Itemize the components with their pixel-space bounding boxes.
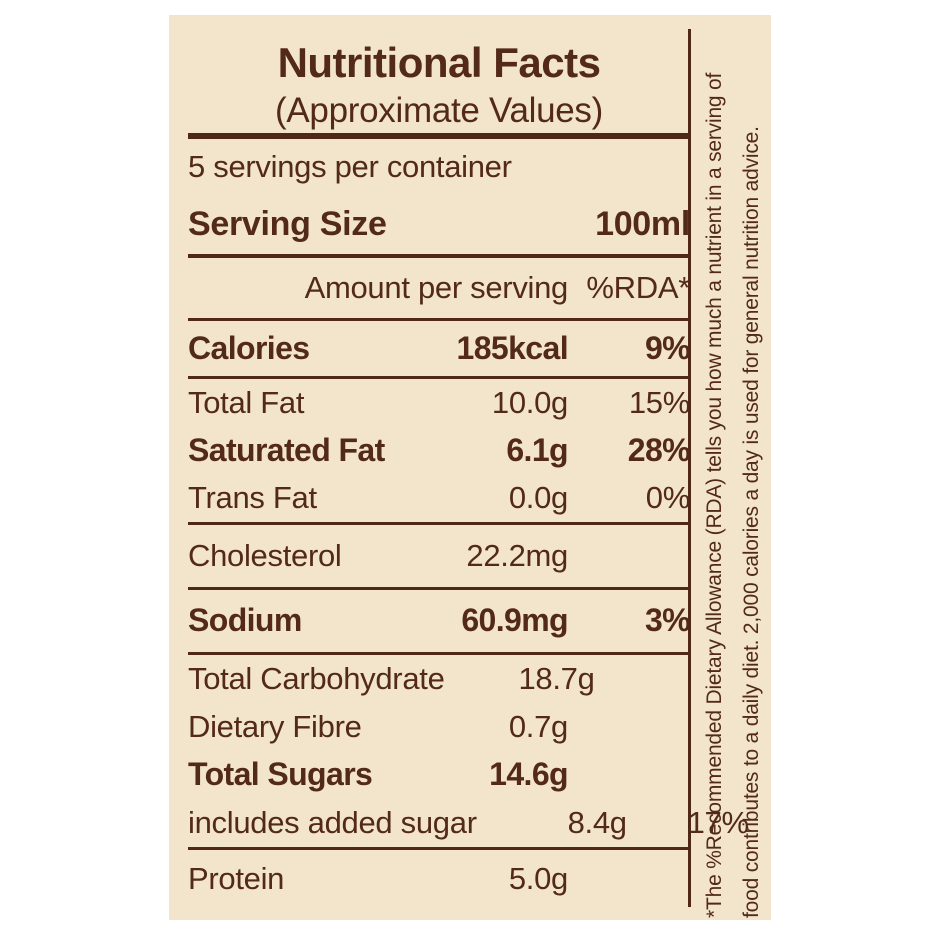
divider-thick [188,133,690,139]
nutrient-rda: 0% [645,479,691,515]
nutrient-amount: 60.9mg [461,602,568,638]
nutrition-facts-panel: Nutritional Facts (Approximate Values) 5… [169,15,771,920]
nutrient-amount: 0.7g [508,708,568,744]
nutrient-row-trans-fat: Trans Fat 0.0g 0% [188,474,690,522]
divider [188,846,690,850]
nutrient-name: Calories [188,330,310,366]
nutrient-amount: 18.7g [518,660,595,696]
nutrient-rda: 9% [644,330,691,366]
panel-title: Nutritional Facts [277,39,601,86]
nutrient-rda: 15% [628,384,690,420]
nutrient-row-total-sugars: Total Sugars 14.6g [188,751,690,799]
nutrient-rda: 17% [687,804,749,840]
nutrient-row-protein: Protein 5.0g [188,850,690,908]
footnote-divider-vertical [688,29,691,907]
nutrition-table: Nutritional Facts (Approximate Values) 5… [188,15,749,908]
serving-size-value: 100ml [595,204,690,243]
nutrient-row-calories: Calories 185kcal 9% [188,321,691,376]
servings-per-container-text: 5 servings per container [188,148,512,184]
rda-footnote: *The %Recommended Dietary Allowance (RDA… [696,38,770,918]
nutrient-amount: 6.1g [506,431,568,468]
nutrient-name: Total Carbohydrate [188,660,445,696]
serving-size-label: Serving Size [188,204,387,243]
nutrient-amount: 5.0g [508,860,568,896]
rda-footnote-line2: food contributes to a daily diet. 2,000 … [740,126,763,918]
divider [188,651,690,655]
nutrient-name: Cholesterol [188,537,342,573]
divider [188,586,690,590]
nutrient-name: Saturated Fat [188,431,385,468]
nutrient-amount: 185kcal [456,330,569,366]
nutrient-amount: 0.0g [508,479,568,515]
nutrient-amount: 10.0g [491,384,568,420]
nutrient-name: Dietary Fibre [188,708,362,744]
servings-per-container-row: 5 servings per container [188,139,690,194]
divider [188,376,690,379]
nutrient-name: Total Sugars [188,756,373,792]
nutrient-amount: 8.4g [567,804,627,840]
nutrient-amount: 22.2mg [466,537,568,573]
nutrient-rda: 28% [627,431,691,468]
nutrient-name: Sodium [188,602,302,638]
nutrient-row-cholesterol: Cholesterol 22.2mg [188,525,690,587]
nutrient-name: Total Fat [188,384,305,420]
nutrient-name: Protein [188,860,285,896]
divider-medium [188,254,690,258]
nutrient-row-sodium: Sodium 60.9mg 3% [188,590,691,652]
rda-header: %RDA* [586,270,690,305]
nutrient-row-total-fat: Total Fat 10.0g 15% [188,379,690,427]
nutrient-row-total-carbohydrate: Total Carbohydrate 18.7g [188,655,690,703]
divider [188,521,690,525]
nutrient-row-dietary-fibre: Dietary Fibre 0.7g [188,703,690,751]
divider [188,318,690,321]
panel-subtitle: (Approximate Values) [275,91,603,130]
rda-footnote-line1: *The %Recommended Dietary Allowance (RDA… [703,72,726,918]
serving-size-row: Serving Size 100ml [188,194,690,254]
amount-per-serving-header: Amount per serving [304,270,569,305]
nutrient-name: Trans Fat [188,479,317,515]
nutrient-row-added-sugar: includes added sugar 8.4g 17% [188,799,749,847]
nutrient-row-saturated-fat: Saturated Fat 6.1g 28% [188,427,691,475]
column-header-row: Amount per serving %RDA* [188,258,691,318]
nutrient-amount: 14.6g [489,756,568,792]
nutrient-name: includes added sugar [188,804,477,840]
nutrient-rda: 3% [644,602,691,638]
